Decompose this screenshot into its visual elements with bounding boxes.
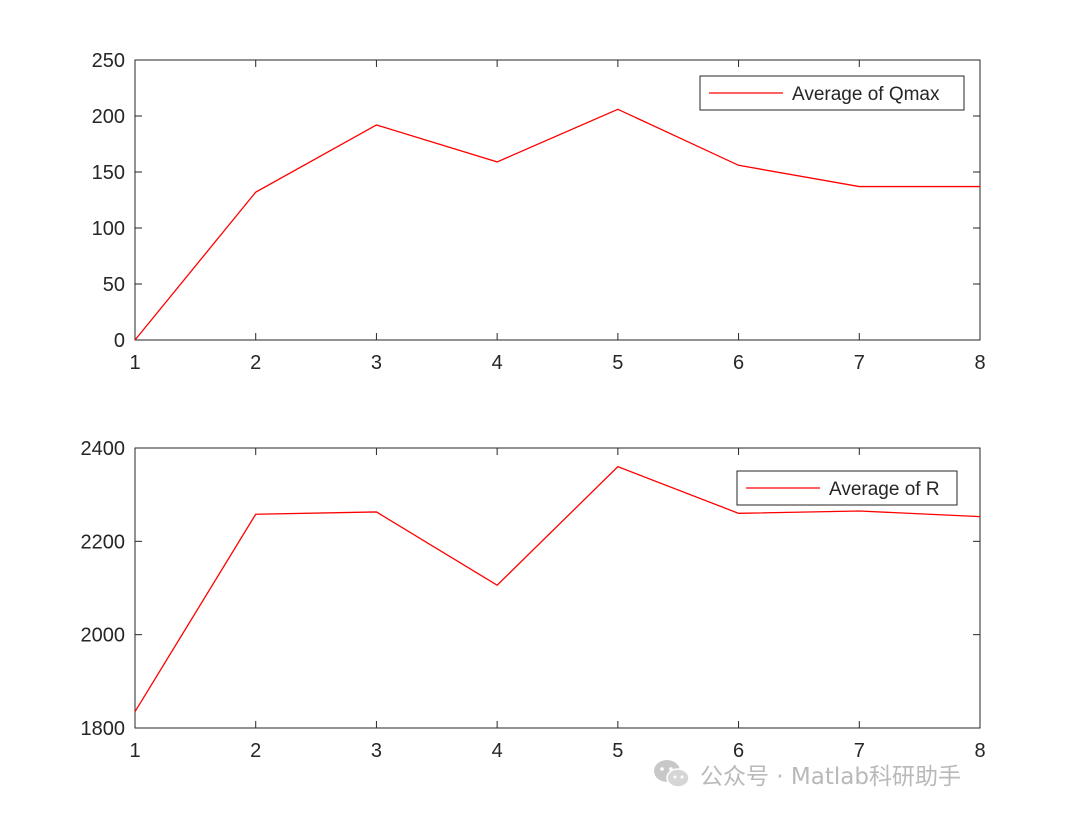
- x-tick-label: 6: [733, 740, 744, 762]
- legend-label: Average of Qmax: [792, 84, 940, 105]
- x-tick-label: 7: [854, 740, 865, 762]
- legend: Average of R: [736, 470, 958, 506]
- x-tick-label: 5: [612, 352, 623, 374]
- y-tick-label: 0: [114, 330, 125, 352]
- y-tick-label: 100: [92, 218, 125, 240]
- x-tick-label: 6: [733, 352, 744, 374]
- x-tick-label: 8: [974, 740, 985, 762]
- series-line: [134, 465, 981, 713]
- x-tick-label: 3: [371, 352, 382, 374]
- x-tick-label: 7: [854, 352, 865, 374]
- x-tick-label: 4: [492, 352, 503, 374]
- y-tick-label: 150: [92, 162, 125, 184]
- axes-2: 1 2 3 4 5 6 7 8 1800 2000 2200 2400 Average of R: [81, 438, 986, 762]
- watermark-text: 公众号 · Matlab科研助手: [700, 764, 961, 790]
- y-tick-label: 50: [103, 274, 125, 296]
- legend-label: Average of R: [829, 479, 940, 500]
- watermark: 公众号 · Matlab科研助手: [652, 756, 961, 792]
- wechat-icon: [654, 760, 690, 788]
- y-tick-label: 2000: [81, 625, 126, 647]
- x-tick-label: 1: [129, 740, 140, 762]
- y-tick-label: 2400: [81, 438, 126, 460]
- x-tick-label: 4: [492, 740, 503, 762]
- x-tick-label: 8: [974, 352, 985, 374]
- y-tick-label: 250: [92, 50, 125, 72]
- legend: Average of Qmax: [699, 75, 965, 111]
- y-tick-label: 200: [92, 106, 125, 128]
- axes-1: 1 2 3 4 5 6 7 8 0 50 100 150 200 250 Average of Qmax: [92, 50, 986, 374]
- y-tick-label: 2200: [81, 531, 126, 553]
- x-tick-label: 1: [129, 352, 140, 374]
- x-tick-label: 2: [250, 352, 261, 374]
- y-tick-label: 1800: [81, 718, 126, 740]
- x-tick-label: 3: [371, 740, 382, 762]
- x-tick-label: 5: [612, 740, 623, 762]
- series-line: [134, 108, 980, 341]
- x-tick-label: 2: [250, 740, 261, 762]
